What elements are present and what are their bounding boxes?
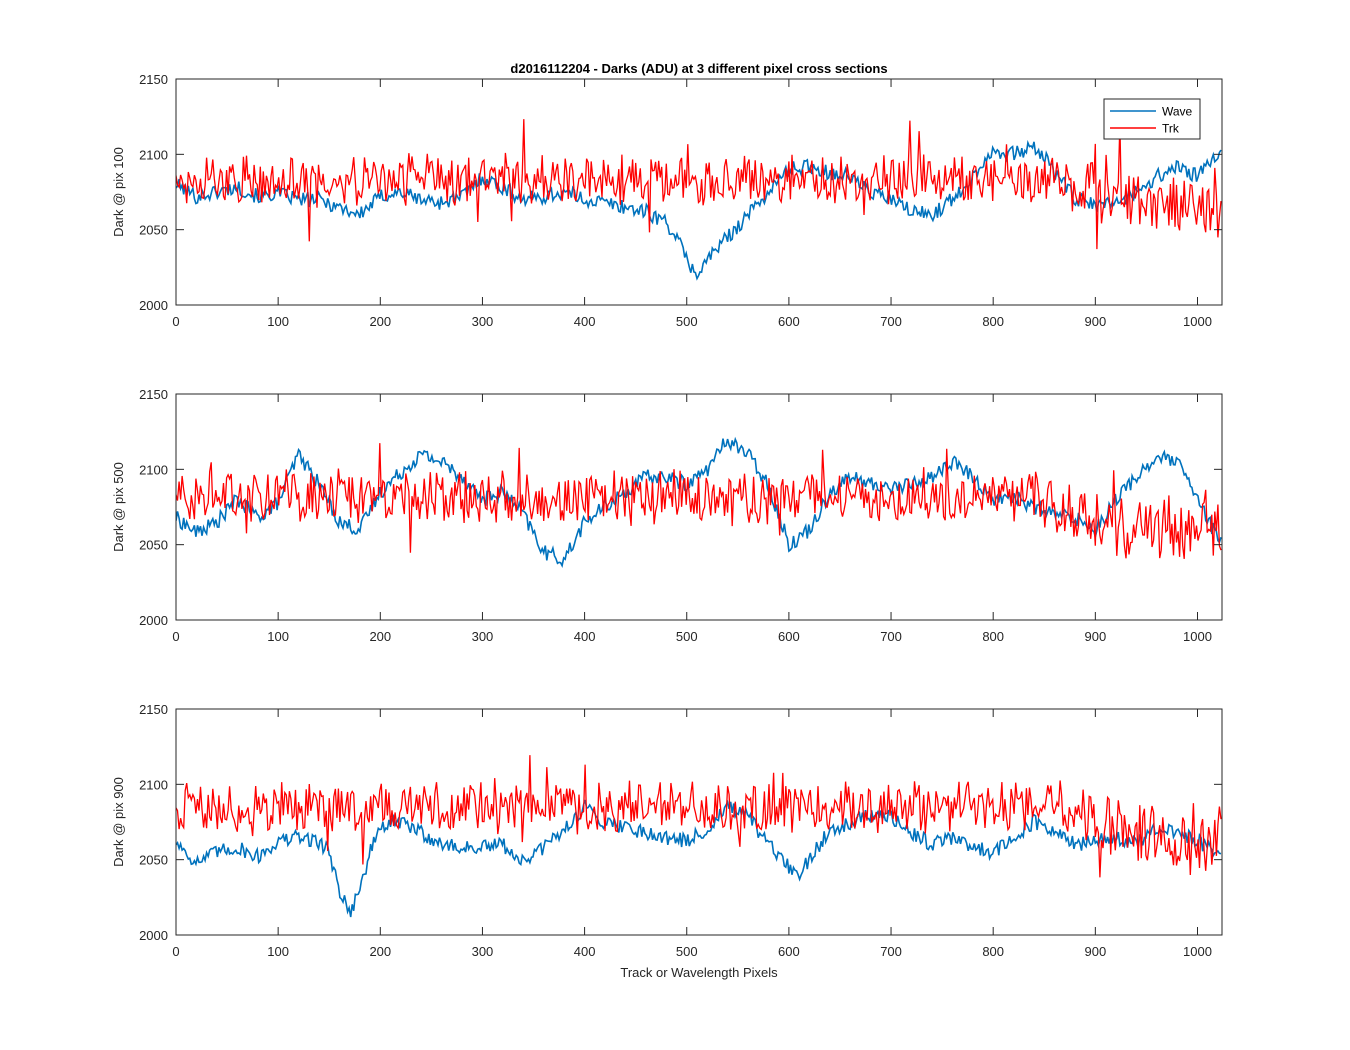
x-tick-label: 600 xyxy=(778,629,800,644)
x-tick-label: 900 xyxy=(1084,629,1106,644)
series-line-wave xyxy=(176,139,1222,281)
x-tick-label: 900 xyxy=(1084,944,1106,959)
x-axis-label: Track or Wavelength Pixels xyxy=(620,965,778,980)
x-tick-label: 600 xyxy=(778,314,800,329)
y-tick-label: 2100 xyxy=(139,777,168,792)
y-tick-label: 2000 xyxy=(139,928,168,943)
legend-label: Wave xyxy=(1162,105,1193,119)
y-tick-label: 2150 xyxy=(139,72,168,87)
legend-label: Trk xyxy=(1162,122,1180,136)
x-tick-label: 300 xyxy=(472,944,494,959)
y-tick-label: 2150 xyxy=(139,387,168,402)
x-tick-label: 800 xyxy=(982,944,1004,959)
x-tick-label: 100 xyxy=(267,944,289,959)
legend: Wave Trk xyxy=(1103,98,1201,140)
series-line-trk xyxy=(176,443,1222,559)
y-tick-label: 2000 xyxy=(139,298,168,313)
x-tick-label: 400 xyxy=(574,314,596,329)
x-tick-label: 700 xyxy=(880,629,902,644)
x-tick-label: 800 xyxy=(982,314,1004,329)
x-tick-label: 700 xyxy=(880,944,902,959)
y-tick-label: 2100 xyxy=(139,462,168,477)
x-tick-label: 200 xyxy=(369,944,391,959)
x-tick-label: 900 xyxy=(1084,314,1106,329)
x-tick-label: 700 xyxy=(880,314,902,329)
x-tick-label: 1000 xyxy=(1183,944,1212,959)
x-tick-label: 500 xyxy=(676,629,698,644)
axes-box xyxy=(175,393,1223,621)
x-tick-label: 500 xyxy=(676,944,698,959)
y-tick-label: 2150 xyxy=(139,702,168,717)
x-tick-label: 100 xyxy=(267,629,289,644)
y-tick-label: 2050 xyxy=(139,538,168,553)
figure-title: d2016112204 - Darks (ADU) at 3 different… xyxy=(510,61,887,76)
x-tick-label: 1000 xyxy=(1183,314,1212,329)
x-tick-label: 200 xyxy=(369,314,391,329)
x-tick-label: 0 xyxy=(172,944,179,959)
x-tick-label: 800 xyxy=(982,629,1004,644)
series-line-trk xyxy=(176,755,1222,878)
x-tick-label: 200 xyxy=(369,629,391,644)
axes-box xyxy=(175,78,1223,306)
y-tick-label: 2000 xyxy=(139,613,168,628)
y-axis-label: Dark @ pix 900 xyxy=(111,777,126,867)
y-tick-label: 2050 xyxy=(139,223,168,238)
series-line-trk xyxy=(176,119,1222,250)
x-tick-label: 0 xyxy=(172,629,179,644)
subplot-2: 0 100 200 300 400 500 600 700 800 900 1000 2000 2050… xyxy=(111,387,1223,644)
axes-box xyxy=(175,708,1223,936)
x-tick-label: 0 xyxy=(172,314,179,329)
x-tick-label: 500 xyxy=(676,314,698,329)
x-tick-label: 600 xyxy=(778,944,800,959)
subplots: 0 100 200 300 400 500 600 700 800 900 100020002050… xyxy=(111,72,1223,959)
subplot-3: 0 100 200 300 400 500 600 700 800 900 1000 2000 2050… xyxy=(111,702,1223,959)
y-axis-label: Dark @ pix 500 xyxy=(111,462,126,552)
legend-box xyxy=(1103,98,1201,140)
x-tick-label: 400 xyxy=(574,944,596,959)
x-tick-label: 300 xyxy=(472,314,494,329)
x-tick-label: 100 xyxy=(267,314,289,329)
series-line-wave xyxy=(176,799,1222,918)
x-tick-label: 300 xyxy=(472,629,494,644)
x-tick-label: 1000 xyxy=(1183,629,1212,644)
y-tick-label: 2100 xyxy=(139,147,168,162)
x-tick-label: 400 xyxy=(574,629,596,644)
y-axis-label: Dark @ pix 100 xyxy=(111,147,126,237)
series-line-wave xyxy=(176,436,1222,568)
y-tick-label: 2050 xyxy=(139,853,168,868)
subplot-1: 0 100 200 300 400 500 600 700 800 900 1000 2000 2050… xyxy=(111,72,1223,329)
